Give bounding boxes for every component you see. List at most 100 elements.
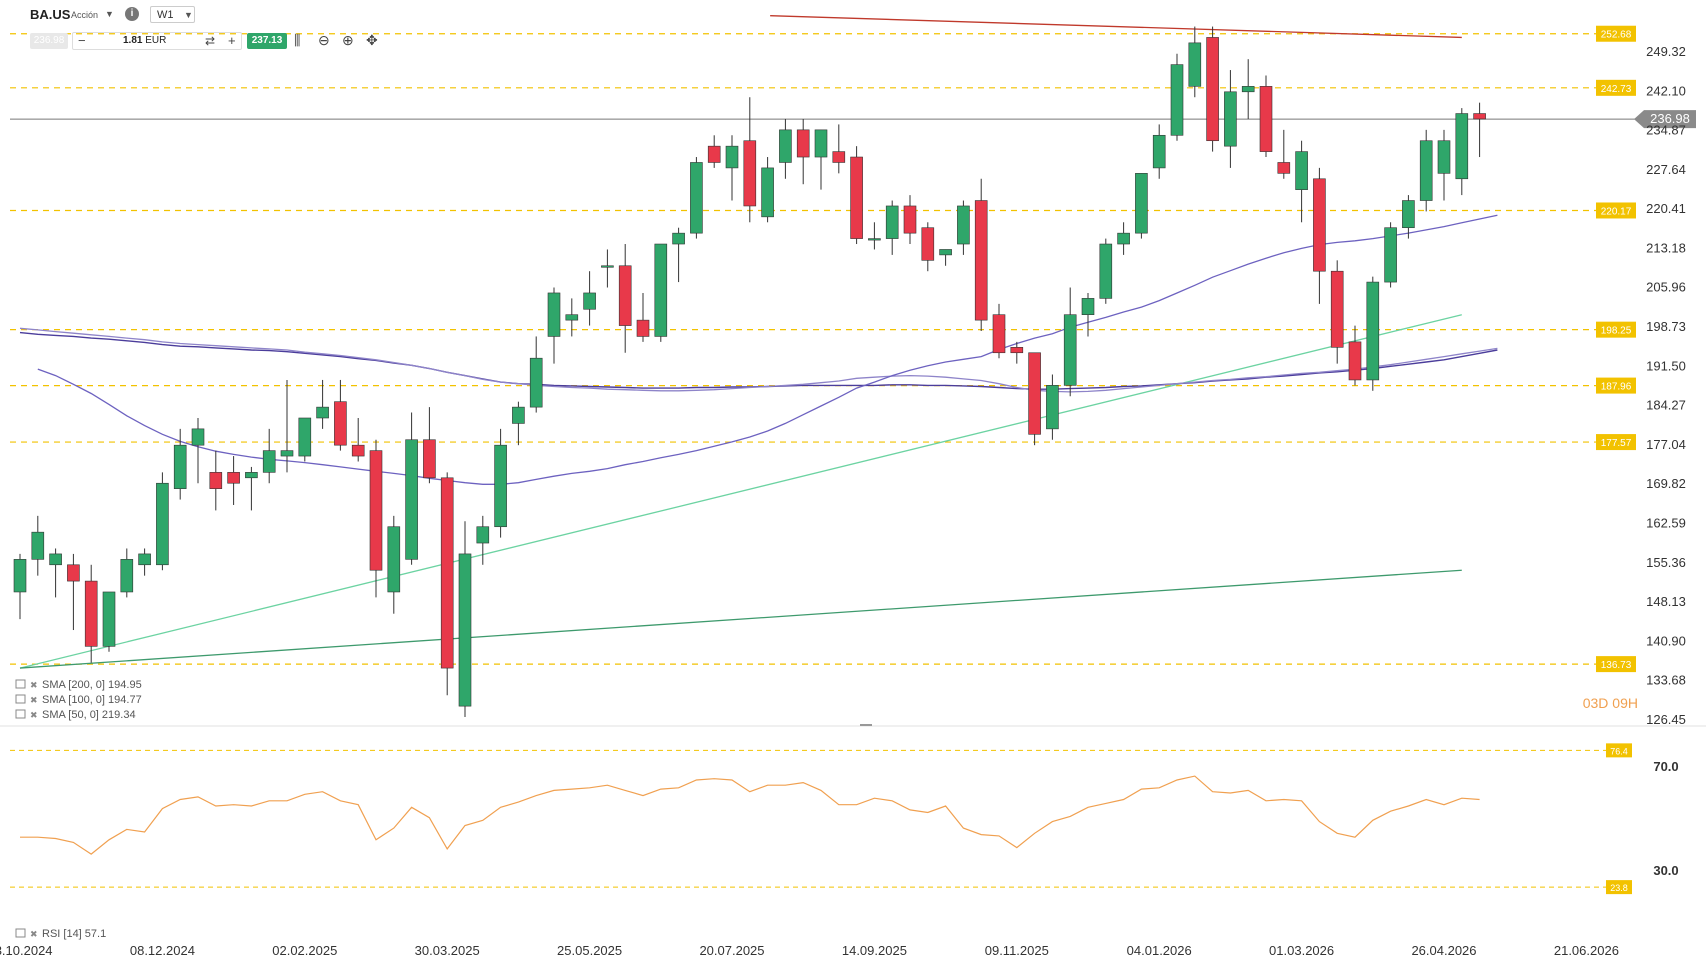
candle-down [227,472,240,484]
price-level-badge [1596,321,1636,338]
quantity-stepper[interactable]: − 1.81 EUR ⇄ + [72,32,242,50]
candle-up [654,243,668,337]
timeframe-value: W1 [157,9,174,21]
candle-up [1081,298,1095,315]
price-level-label: 136.73 [1601,660,1632,671]
x-axis-tick-label: 30.03.2025 [415,943,480,958]
legend-eye-icon [15,679,26,689]
trendline-rising-support [19,314,1462,669]
candle-down [636,319,650,337]
candle-up [102,591,116,647]
price-level-badge [1596,377,1636,394]
legend-remove-icon: ✖ [30,680,38,690]
candle-up [49,553,62,566]
candle-up [939,249,952,256]
x-axis-tick-label: 04.01.2026 [1127,943,1192,958]
candle-up [957,205,970,245]
candle-up [1063,314,1077,386]
zoom-out-icon[interactable]: ⊖ [318,32,330,48]
legend-eye-icon [15,694,26,704]
candle-down [921,227,935,261]
y-axis-tick-label: 155.36 [1646,555,1686,570]
legend-remove-icon: ✖ [30,695,38,705]
price-level-label: 252.68 [1601,30,1632,41]
y-axis-tick-label: 148.13 [1646,594,1686,609]
x-axis-tick-label: 26.04.2026 [1411,943,1476,958]
legend-sma200: SMA [200, 0] 194.95 [42,679,142,691]
candle-up [1437,140,1451,174]
x-axis-tick-label: 20.07.2025 [699,943,764,958]
symbol-dropdown-icon[interactable]: ▼ [105,9,114,19]
candle-up [31,531,45,560]
candle-down [369,450,383,571]
candles-icon[interactable]: ⫼ [294,32,301,48]
trendline-long-support [19,569,1462,669]
candle-up [1224,91,1237,147]
crosshair-icon[interactable]: ✥ [366,32,378,48]
price-level-label: 220.17 [1601,206,1632,217]
y-axis-tick-label: 234.87 [1646,123,1686,138]
candle-up [1384,227,1397,283]
candle-up [814,129,828,158]
trendline-resistance [770,15,1462,39]
candle-down [1330,270,1344,348]
candle-up [262,450,276,473]
candle-up [779,129,792,163]
y-axis-tick-label: 191.50 [1646,358,1686,373]
candle-up [1402,200,1415,229]
candle-up [672,232,685,245]
y-axis-tick-label: 213.18 [1646,240,1686,255]
candle-up [868,238,881,241]
legend-rsi: RSI [14] 57.1 [42,928,106,940]
price-level-label: 198.25 [1601,326,1632,337]
candle-up [1188,42,1202,87]
candle-down [1259,86,1273,152]
y-axis-tick-label: 177.04 [1646,437,1686,452]
candle-down [903,205,917,234]
candle-down [832,151,846,163]
timeframe-select[interactable]: W1 ▼ [150,6,195,23]
swap-icon[interactable]: ⇄ [205,34,216,48]
price-level-badge [1596,25,1636,42]
candle-up [458,553,472,707]
price-level-label: 242.73 [1601,84,1632,95]
candle-down [1277,162,1291,174]
candle-up [725,145,739,169]
x-axis-tick-label: 14.09.2025 [842,943,907,958]
price-level-badge [1596,656,1636,673]
increase-quantity-button[interactable]: + [228,33,236,48]
x-axis-tick-label: 09.11.2025 [985,943,1049,958]
y-axis-tick-label: 162.59 [1646,516,1686,531]
y-axis-tick-label: 249.32 [1646,44,1686,59]
price-level-badge [1596,202,1636,219]
legend-remove-icon: ✖ [30,929,38,939]
rsi-level-badge [1606,880,1632,895]
price-level-label: 177.57 [1601,438,1632,449]
top-toolbar: BA.US Acción ▼ i W1 ▼ 236.98 − 1.81 EUR … [0,0,460,60]
candle-down [67,564,80,582]
y-axis-tick-label: 220.41 [1646,201,1686,216]
y-axis-tick-label: 205.96 [1646,280,1686,295]
legend-eye-icon [15,928,26,938]
quantity-value: 1.81 [123,35,143,46]
candle-down [1010,347,1024,354]
decrease-quantity-button[interactable]: − [78,33,86,48]
candle-up [1419,140,1433,201]
symbol-label[interactable]: BA.US [30,7,71,22]
x-axis-tick-label: 01.03.2026 [1269,943,1334,958]
candle-down [1313,178,1326,272]
info-icon[interactable]: i [125,7,139,21]
candle-up [601,265,614,268]
candle-up [173,444,187,489]
sell-price-button[interactable]: 236.98 [30,33,68,49]
candle-up [156,482,169,566]
rsi-level-badge [1606,743,1632,758]
buy-price-button[interactable]: 237.13 [247,33,287,49]
candle-down [440,477,454,669]
zoom-in-icon[interactable]: ⊕ [342,32,354,48]
x-axis-tick-label: 13.10.2024 [0,943,53,958]
candle-down [850,156,863,239]
candle-up [1295,151,1308,190]
price-level-badge [1596,434,1636,451]
